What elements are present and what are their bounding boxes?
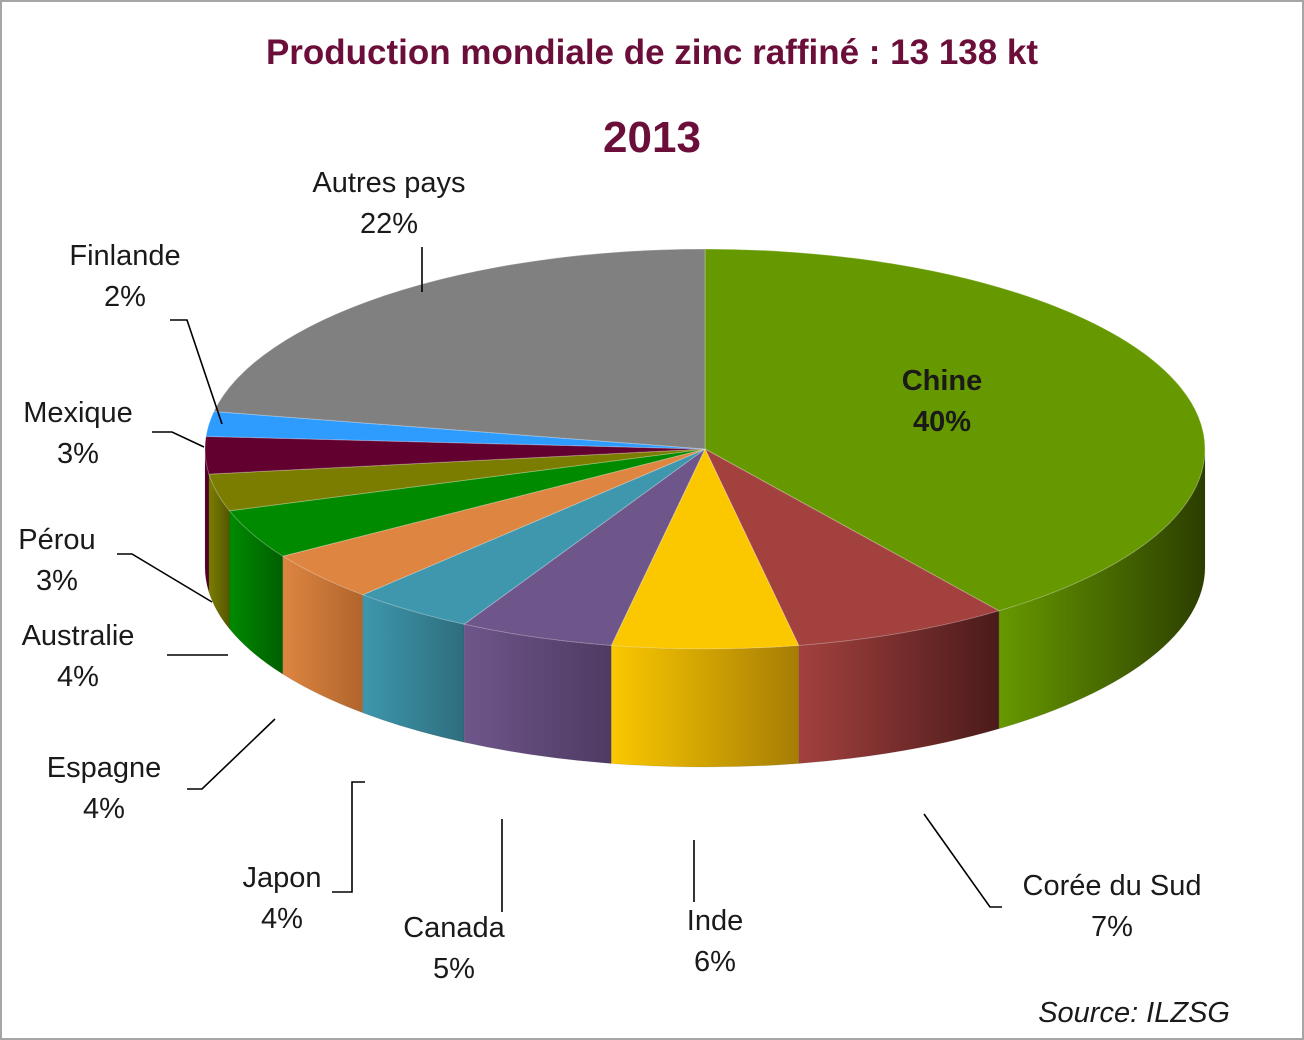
slice-value-chine: 40% [913, 406, 971, 438]
slice-label-finlande: Finlande [69, 240, 180, 272]
slice-label-coree-du-sud: Corée du Sud [1023, 870, 1202, 902]
slice-espagne [281, 448, 706, 596]
slice-value-autres-pays: 22% [360, 208, 418, 240]
slice-value-canada: 5% [433, 953, 475, 985]
leader-line-finlande [170, 319, 223, 425]
slice-perou [208, 448, 706, 512]
slice-coree-du-sud [703, 447, 1001, 646]
chart-subtitle: 2013 [603, 113, 701, 162]
leader-line-japon [332, 781, 365, 893]
leader-line-perou [117, 553, 213, 603]
slice-labels: Chine 40% Corée du Sud 7% Inde 6% Canada 5% Japo… [18, 167, 1201, 985]
slice-australie [228, 448, 706, 557]
slice-label-espagne: Espagne [47, 752, 162, 784]
slice-value-mexique: 3% [57, 438, 99, 470]
leader-lines [117, 247, 1002, 912]
slice-autres-pays [213, 248, 706, 450]
chart-title: Production mondiale de zinc raffiné : 13… [266, 33, 1038, 72]
leader-line-espagne [187, 718, 276, 790]
leader-line-mexique [152, 431, 205, 448]
slice-label-australie: Australie [22, 620, 135, 652]
source-note: Source: ILZSG [1038, 997, 1230, 1029]
slice-label-canada: Canada [403, 912, 505, 944]
slice-inde [610, 447, 800, 650]
slice-value-finlande: 2% [104, 281, 146, 313]
slice-value-perou: 3% [36, 565, 78, 597]
slice-label-inde: Inde [687, 905, 743, 937]
slice-label-autres-pays: Autres pays [312, 167, 465, 199]
slice-label-mexique: Mexique [23, 397, 133, 429]
pie-slices [204, 248, 1206, 768]
slice-value-australie: 4% [57, 661, 99, 693]
slice-finlande [205, 410, 706, 450]
slice-mexique [204, 435, 706, 475]
slice-japon [361, 448, 706, 625]
slice-value-japon: 4% [261, 903, 303, 935]
leader-line-coree-du-sud [923, 813, 1002, 908]
slice-value-espagne: 4% [83, 793, 125, 825]
slice-label-perou: Pérou [18, 524, 95, 556]
slice-canada [462, 448, 706, 646]
slice-label-chine: Chine [902, 365, 983, 397]
slice-chine [704, 248, 1206, 612]
slice-side-inde [610, 644, 800, 768]
slice-label-japon: Japon [242, 862, 321, 894]
slice-value-coree-du-sud: 7% [1091, 911, 1133, 943]
slice-value-inde: 6% [694, 946, 736, 978]
slice-side-canada [463, 623, 612, 764]
